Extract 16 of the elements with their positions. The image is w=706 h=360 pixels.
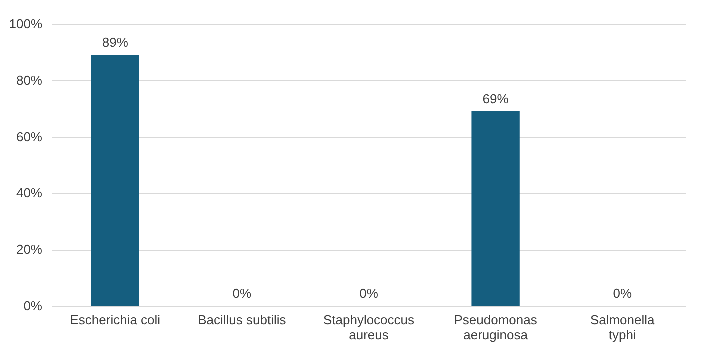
- x-tick-label: Pseudomonas aeruginosa: [454, 312, 538, 342]
- x-tick-label: Bacillus subtilis: [198, 312, 287, 328]
- x-tick-label: Escherichia coli: [70, 312, 161, 328]
- x-tick-label: Salmonella typhi: [590, 312, 656, 342]
- y-tick-label: 80%: [16, 72, 43, 88]
- data-label: 0%: [613, 286, 632, 301]
- data-label: 0%: [360, 286, 379, 301]
- data-label: 89%: [102, 35, 129, 50]
- y-tick-label: 20%: [16, 242, 43, 258]
- x-tick-label: Staphylococcus aureus: [323, 312, 416, 342]
- y-tick-label: 0%: [24, 298, 43, 314]
- data-label: 0%: [232, 286, 252, 301]
- y-tick-label: 60%: [16, 129, 43, 144]
- data-label: 69%: [482, 91, 510, 106]
- y-tick-label: 100%: [9, 16, 43, 32]
- y-tick-label: 40%: [16, 186, 43, 201]
